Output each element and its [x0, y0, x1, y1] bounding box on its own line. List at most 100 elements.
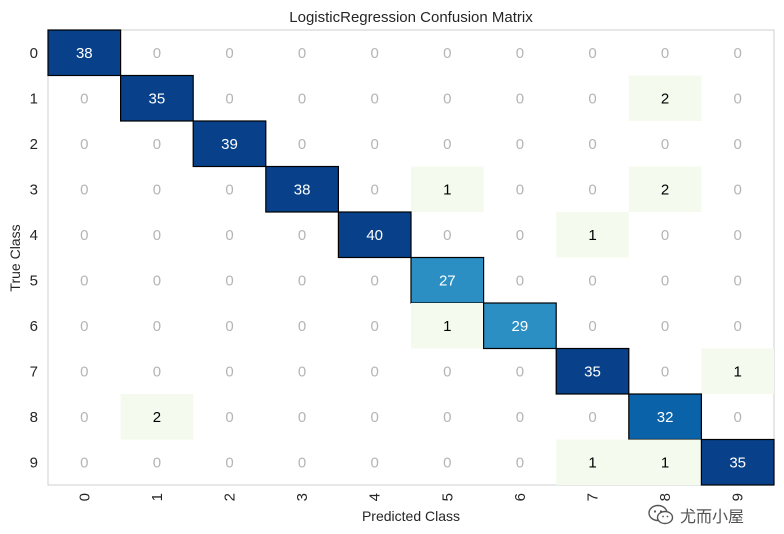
matrix-cell [337, 211, 412, 259]
x-tick-label: 4 [367, 493, 384, 501]
cell-value: 0 [443, 454, 451, 471]
cell-value: 1 [443, 318, 451, 335]
cell-value: 0 [225, 45, 233, 62]
matrix-cell [192, 120, 267, 168]
matrix-cell [411, 303, 484, 349]
cell-value: 0 [734, 45, 742, 62]
cell-value: 35 [584, 363, 601, 380]
cell-value: 0 [516, 136, 524, 153]
y-tick-label: 8 [30, 409, 38, 426]
cell-value: 0 [80, 318, 88, 335]
x-tick-label: 9 [730, 493, 747, 501]
cell-value: 0 [153, 318, 161, 335]
cell-value: 0 [298, 363, 306, 380]
cell-value: 0 [661, 272, 669, 289]
cell-value: 2 [661, 90, 669, 107]
cell-value: 0 [298, 272, 306, 289]
cell-value: 0 [516, 363, 524, 380]
x-tick-label: 6 [512, 493, 529, 501]
x-tick-label: 2 [222, 493, 239, 501]
cell-value: 0 [661, 318, 669, 335]
y-tick-label: 0 [30, 45, 38, 62]
cell-value: 0 [734, 181, 742, 198]
y-tick-label: 6 [30, 318, 38, 335]
matrix-cell [410, 256, 485, 304]
cell-value: 0 [80, 136, 88, 153]
matrix-cell [555, 347, 630, 395]
matrix-cell [628, 75, 702, 121]
cell-value: 0 [516, 181, 524, 198]
cell-value: 0 [153, 363, 161, 380]
y-tick-label: 3 [30, 181, 38, 198]
y-tick-label: 5 [30, 272, 38, 289]
cell-value: 0 [734, 90, 742, 107]
cell-value: 2 [661, 181, 669, 198]
matrix-cell [628, 439, 702, 485]
cell-value: 0 [153, 272, 161, 289]
cell-value: 0 [443, 90, 451, 107]
cell-value: 0 [153, 45, 161, 62]
cell-value: 38 [294, 181, 311, 198]
cell-value: 0 [661, 45, 669, 62]
cell-value: 0 [588, 409, 596, 426]
cell-value: 0 [588, 45, 596, 62]
cell-value: 0 [80, 181, 88, 198]
cell-value: 0 [516, 227, 524, 244]
cell-value: 0 [371, 409, 379, 426]
cell-value: 1 [661, 454, 669, 471]
cell-value: 0 [516, 272, 524, 289]
cell-value: 0 [588, 181, 596, 198]
cell-value: 0 [80, 90, 88, 107]
wechat-icon [648, 504, 674, 525]
cell-value: 0 [225, 181, 233, 198]
cell-value: 1 [443, 181, 451, 198]
cell-value: 0 [734, 227, 742, 244]
matrix-cell [483, 302, 557, 350]
watermark: 尤而小屋 [648, 503, 744, 527]
cell-value: 0 [371, 136, 379, 153]
matrix-cell [47, 29, 122, 77]
cell-value: 35 [149, 90, 166, 107]
cell-value: 38 [76, 45, 93, 62]
cell-value: 0 [734, 272, 742, 289]
cell-value: 0 [516, 409, 524, 426]
cell-value: 0 [371, 181, 379, 198]
y-tick-label: 1 [30, 90, 38, 107]
cell-value: 0 [80, 272, 88, 289]
matrix-cell [119, 74, 194, 122]
cell-value: 0 [298, 409, 306, 426]
cell-value: 0 [516, 90, 524, 107]
cell-value: 0 [80, 227, 88, 244]
cell-value: 0 [588, 90, 596, 107]
matrix-cell [556, 439, 629, 485]
y-tick-label: 2 [30, 136, 38, 153]
cell-value: 0 [734, 136, 742, 153]
cell-value: 0 [153, 136, 161, 153]
y-tick-label: 9 [30, 454, 38, 471]
cell-value: 0 [443, 227, 451, 244]
chart-title: LogisticRegression Confusion Matrix [289, 9, 533, 26]
cell-value: 1 [588, 227, 596, 244]
matrix-cell [700, 438, 775, 486]
cell-value: 0 [516, 454, 524, 471]
cell-value: 0 [225, 454, 233, 471]
x-tick-labels: 0 1 2 3 4 5 6 7 8 9 [76, 493, 746, 501]
y-tick-label: 7 [30, 363, 38, 380]
cell-value: 1 [588, 454, 596, 471]
cell-value: 0 [153, 454, 161, 471]
x-tick-label: 3 [294, 493, 311, 501]
cell-value: 0 [371, 454, 379, 471]
cell-value: 39 [221, 136, 238, 153]
cell-value: 0 [80, 409, 88, 426]
cell-value: 0 [298, 45, 306, 62]
y-tick-labels: 0 1 2 3 4 5 6 7 8 9 [30, 45, 38, 472]
watermark-text: 尤而小屋 [680, 507, 745, 526]
heatmap-cells [47, 29, 775, 486]
matrix-cell [628, 166, 702, 212]
cell-value: 0 [153, 181, 161, 198]
cell-value: 0 [225, 409, 233, 426]
cell-labels: 38 0 0 0 0 0 0 0 0 0 0 35 0 0 0 0 0 0 2 0 0 0 39 0 0 0 0 0 0 0 0 0 0 38 0 1… [76, 45, 746, 472]
cell-value: 0 [225, 318, 233, 335]
cell-value: 1 [734, 363, 742, 380]
